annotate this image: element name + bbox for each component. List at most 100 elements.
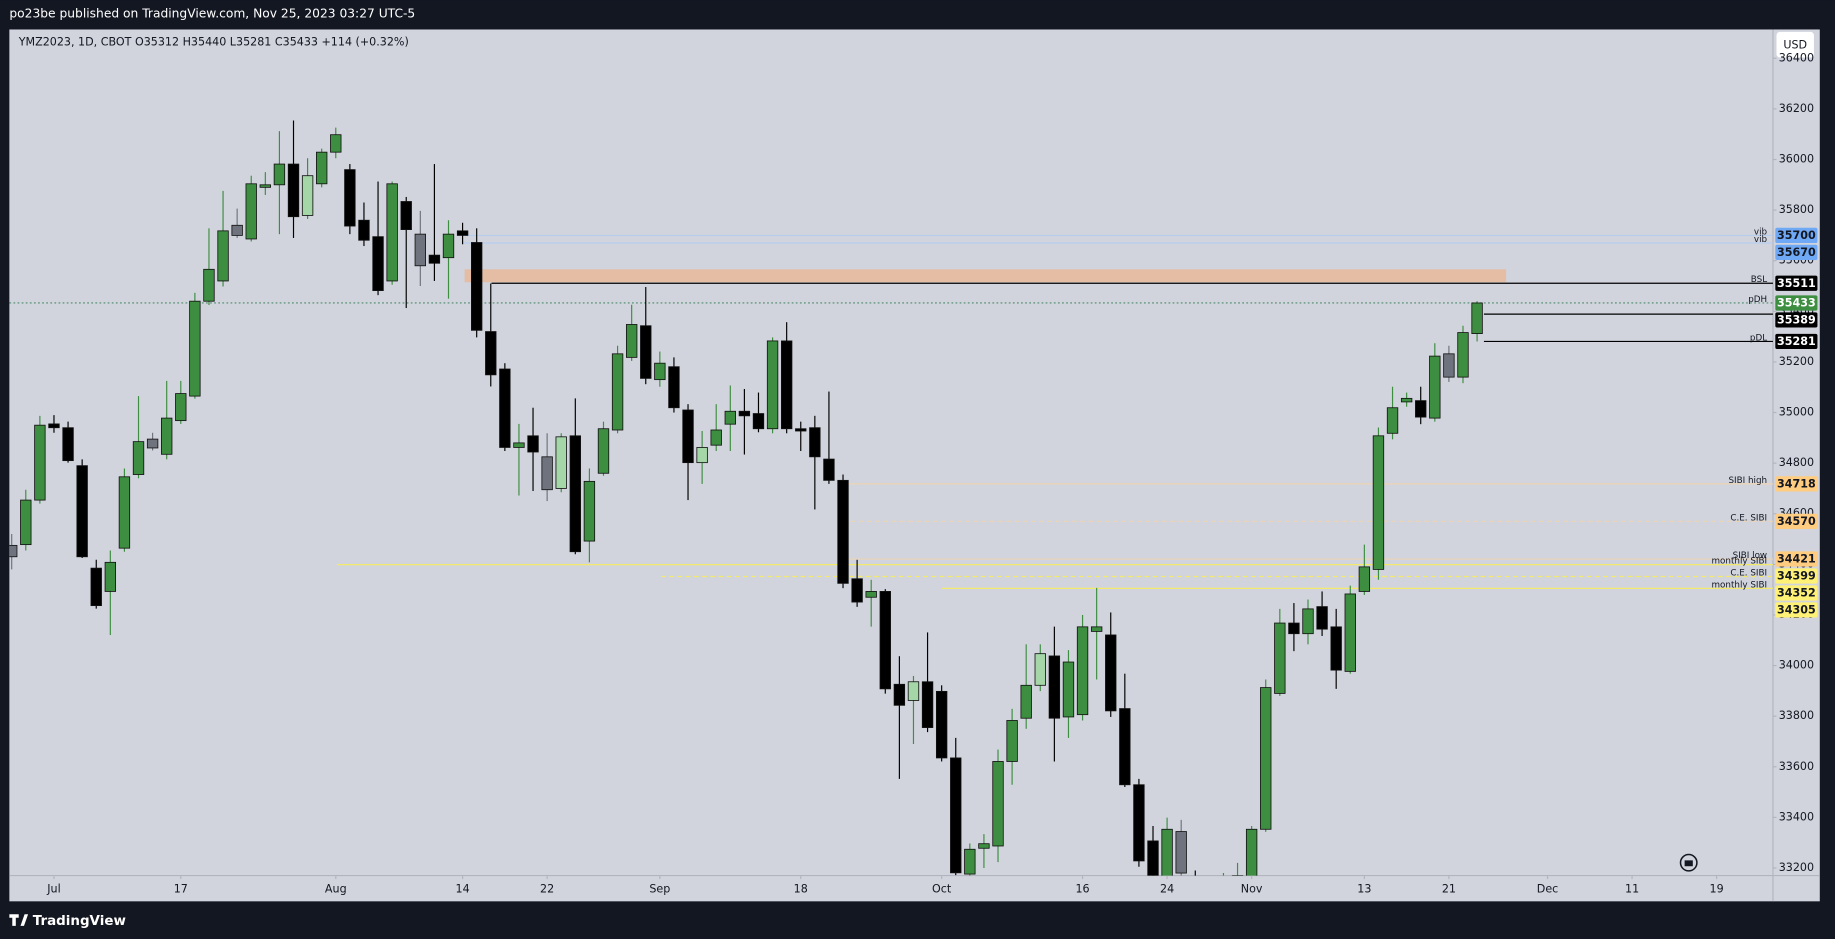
candle-body	[640, 325, 652, 379]
x-tick-label: 19	[1710, 883, 1724, 896]
candle-body	[245, 183, 257, 240]
snapshot-icon[interactable]	[1679, 853, 1698, 872]
price-tag	[1775, 244, 1818, 260]
level-label: monthly SIBI	[1712, 557, 1768, 567]
candle-body	[1471, 302, 1483, 334]
price-tag-label: 35511	[1777, 277, 1816, 290]
candle-body	[1344, 593, 1356, 672]
candle-body	[569, 435, 581, 553]
candle-body	[710, 429, 722, 446]
level-label: BSL	[1751, 275, 1767, 285]
x-tick-label: Oct	[932, 883, 952, 896]
candle-body	[161, 417, 173, 455]
candle-body	[921, 681, 934, 728]
candle-body	[935, 690, 948, 759]
candle-body	[1274, 622, 1286, 694]
overlay: 3320033400336003380034000342003440034600…	[46, 51, 1818, 896]
candle-body	[978, 843, 990, 849]
candle-body	[1048, 655, 1061, 719]
candle-body	[1006, 720, 1018, 762]
candle-body	[146, 438, 159, 449]
candle-body	[485, 331, 497, 376]
price-tag-label: 34570	[1777, 515, 1816, 528]
level-label: SIBI low	[1733, 551, 1768, 561]
candle-body	[1288, 622, 1300, 635]
x-tick-label: Sep	[649, 883, 670, 896]
logo-mark[interactable]	[9, 914, 29, 926]
candle-body	[1330, 626, 1342, 671]
candle-body	[90, 567, 102, 607]
candle-body	[893, 683, 906, 706]
y-tick-label: 33800	[1779, 709, 1814, 722]
candle-body	[414, 233, 426, 267]
candle-body	[372, 236, 384, 291]
x-tick-label: 16	[1075, 883, 1089, 896]
footer-brand[interactable]: TradingView	[33, 914, 126, 929]
candle-body	[1400, 397, 1413, 403]
currency-label[interactable]: USD	[1783, 38, 1807, 51]
candle-body	[48, 423, 60, 429]
candle-body	[809, 427, 821, 458]
currency-button[interactable]: USD	[1776, 31, 1814, 58]
level-label: C.E. SIBI	[1730, 568, 1767, 578]
candle-body	[964, 848, 976, 875]
candle-body	[1302, 608, 1314, 635]
y-tick-label: 34000	[1779, 659, 1814, 672]
candle-body	[851, 578, 863, 603]
candle-body	[879, 591, 891, 690]
candle-body	[611, 353, 624, 431]
level-label: vib	[1754, 235, 1768, 245]
x-tick-label: Dec	[1537, 883, 1559, 896]
price-tag	[1775, 513, 1818, 529]
candle-body	[118, 476, 131, 549]
candle-body	[132, 441, 145, 475]
snapshot-circle[interactable]	[1679, 853, 1698, 872]
y-tick-label: 35000	[1779, 406, 1814, 419]
candle-body	[654, 362, 666, 381]
candle-body	[780, 340, 793, 430]
price-tag-label: 34305	[1777, 604, 1816, 617]
level-label: vib	[1754, 227, 1768, 237]
candle-body	[1316, 606, 1328, 630]
candle-body	[752, 413, 765, 430]
x-tick-label: Nov	[1241, 883, 1263, 896]
candle-body	[696, 447, 708, 464]
price-tag	[1775, 227, 1818, 244]
price-tag-label: 34352	[1777, 587, 1816, 600]
footer-logo[interactable]: TradingView	[9, 914, 126, 929]
candle-body	[231, 224, 243, 236]
candle-body	[76, 465, 88, 558]
currency-button-bg[interactable]	[1776, 31, 1814, 58]
y-tick-label: 33200	[1779, 861, 1814, 874]
x-tick-label: 21	[1442, 883, 1456, 896]
price-tag	[1775, 476, 1818, 492]
candle-body	[175, 393, 187, 422]
candle-body	[950, 757, 962, 874]
candle-body	[203, 268, 215, 302]
price-tag-label: 34399	[1777, 570, 1816, 583]
candle-body	[1386, 407, 1399, 434]
candle-body	[62, 427, 74, 462]
candle-body	[907, 681, 920, 701]
price-tag-label: 34421	[1777, 553, 1816, 566]
snapshot-body[interactable]	[1684, 860, 1693, 867]
candle-body	[724, 410, 736, 425]
price-tag	[1775, 295, 1818, 311]
candle-body	[287, 163, 300, 218]
candle-body	[1358, 566, 1371, 592]
price-tag	[1775, 585, 1818, 601]
candle-body	[330, 134, 342, 153]
candle-body	[1090, 626, 1103, 632]
candle-body	[217, 230, 229, 282]
x-tick-label: 14	[456, 883, 470, 896]
published-line: po23be published on TradingView.com, Nov…	[9, 7, 415, 21]
price-tag-label: 34718	[1777, 477, 1816, 490]
candle-body	[1062, 661, 1075, 718]
y-tick-label: 36000	[1779, 153, 1814, 166]
candle-body	[865, 591, 877, 598]
y-tick-label: 34800	[1779, 456, 1814, 469]
candle-body	[527, 435, 539, 453]
candle-body	[471, 242, 483, 331]
